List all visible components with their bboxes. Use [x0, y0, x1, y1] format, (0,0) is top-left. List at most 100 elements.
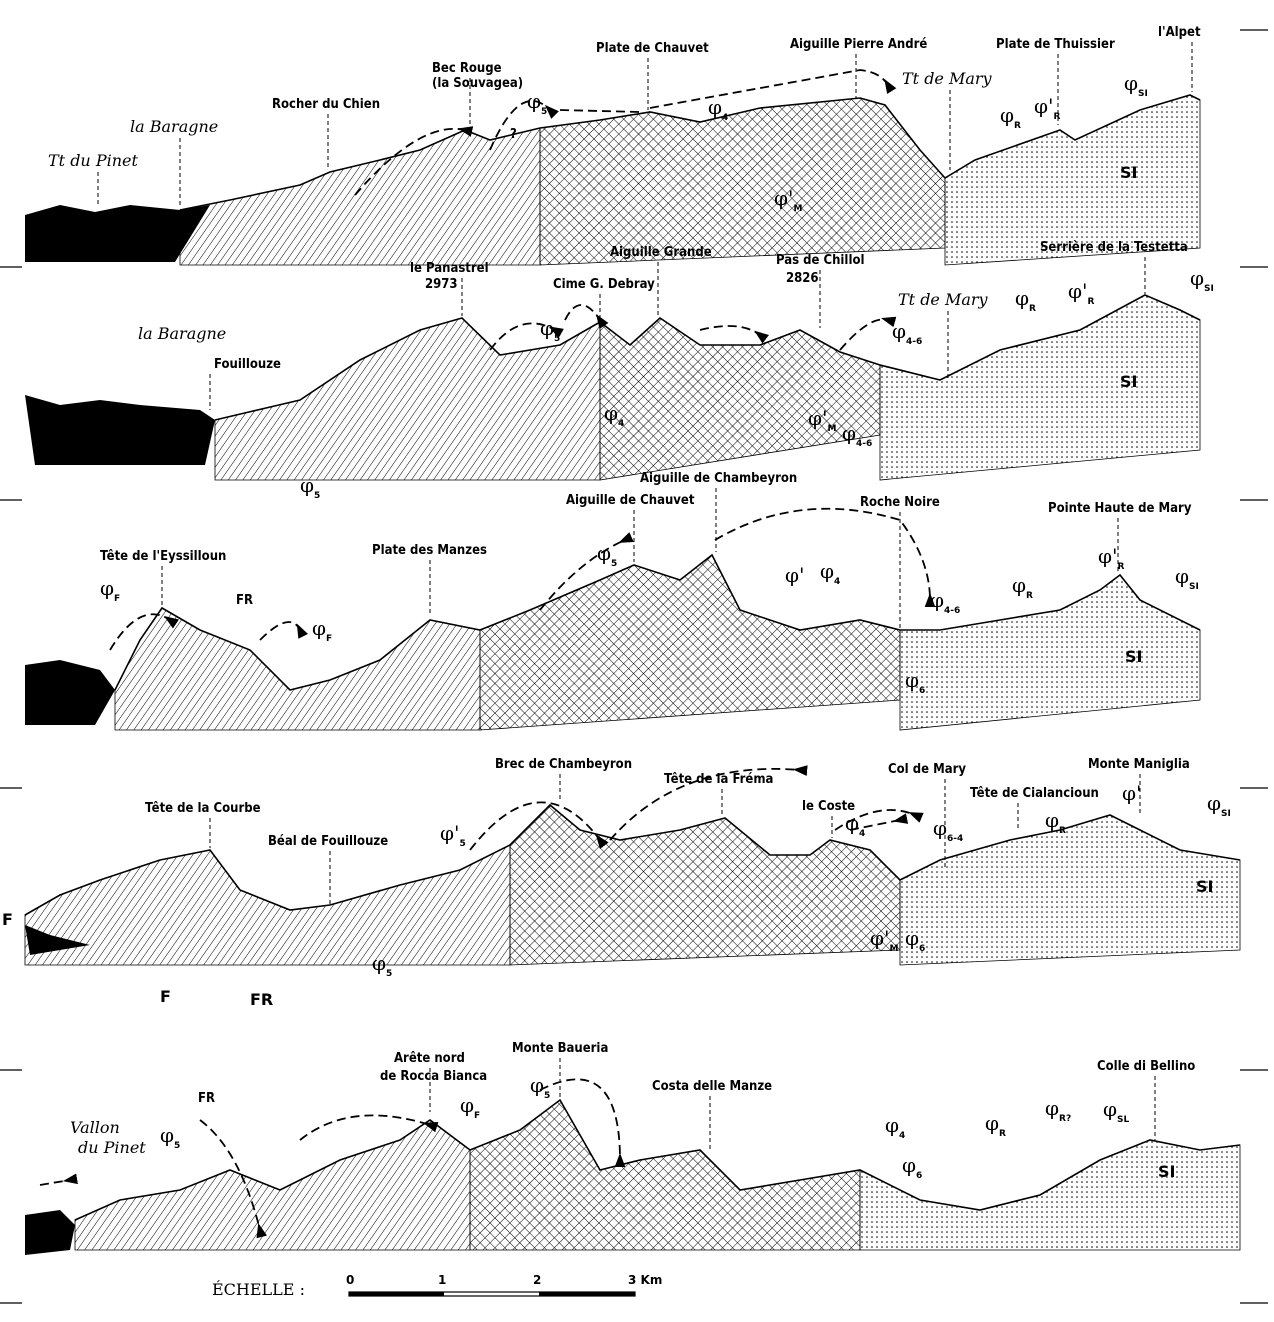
phi-subscript: 5 — [541, 107, 547, 117]
peak-label: Serrière de la Testetta — [1040, 240, 1188, 255]
phi-subscript: 6 — [916, 1171, 922, 1181]
phi-symbol: φ — [160, 1123, 174, 1147]
phi-fold-label: φ' — [1122, 781, 1142, 805]
phi-symbol: φ' — [785, 563, 805, 587]
peak-label: (la Souvagea) — [432, 76, 523, 91]
peak-label: Plate de Chauvet — [596, 41, 709, 56]
phi-symbol: φ — [902, 1153, 916, 1177]
rock-formation-cross — [539, 97, 946, 266]
fold-trace-arrow — [354, 126, 474, 196]
phi-symbol: φ' — [1122, 781, 1142, 805]
phi-fold-label: φSI — [1124, 71, 1148, 99]
phi-fold-label: φR — [1012, 573, 1033, 601]
fault-label: FR — [250, 990, 273, 1009]
phi-subscript: R — [1026, 591, 1033, 601]
phi-symbol: φ' — [1098, 544, 1118, 568]
phi-symbol: φ — [1045, 1096, 1059, 1120]
phi-symbol: φ — [842, 421, 856, 445]
peak-label: Aiguille Grande — [610, 245, 712, 260]
phi-subscript: 4 — [618, 419, 624, 429]
rock-formation-hatched — [179, 127, 541, 266]
phi-symbol: φ — [1015, 286, 1029, 310]
fold-trace-arrow — [609, 765, 808, 841]
phi-fold-label: φ5 — [160, 1123, 180, 1151]
peak-label: Rocher du Chien — [272, 97, 380, 112]
phi-symbol: φ — [930, 588, 944, 612]
phi-subscript: 6 — [919, 944, 925, 954]
phi-subscript: R — [1088, 297, 1095, 307]
rock-formation-hatched — [24, 844, 511, 966]
rock-formation-cross — [469, 1099, 861, 1251]
phi-fold-label: φ5 — [530, 1073, 550, 1101]
phi-subscript: 4-6 — [856, 439, 872, 449]
rock-formation-cross — [599, 317, 881, 481]
phi-subscript: R? — [1059, 1114, 1071, 1124]
phi-fold-label: φ'M — [774, 186, 803, 214]
phi-symbol: φ — [985, 1111, 999, 1135]
phi-subscript: M — [890, 944, 899, 954]
phi-symbol: φ — [530, 1073, 544, 1097]
phi-symbol: φ — [892, 319, 906, 343]
phi-fold-label: φSI — [1190, 266, 1214, 294]
phi-fold-label: φ6 — [902, 1153, 922, 1181]
phi-symbol: φ — [1045, 808, 1059, 832]
phi-symbol: φ — [820, 559, 834, 583]
phi-symbol: φ — [300, 473, 314, 497]
phi-subscript: R — [1029, 304, 1036, 314]
fault-label: F — [160, 987, 171, 1006]
phi-subscript: SI — [1189, 582, 1199, 592]
si-unit-label: SI — [1120, 163, 1137, 182]
peak-label: Monte Maniglia — [1088, 757, 1190, 772]
phi-fold-label: φ6 — [905, 926, 925, 954]
peak-label: Roche Noire — [860, 495, 940, 510]
scale-tick: 2 — [533, 1273, 541, 1287]
peak-label: Pointe Haute de Mary — [1048, 501, 1192, 516]
phi-fold-label: φSI — [1175, 564, 1199, 592]
phi-subscript: 6-4 — [947, 834, 963, 844]
phi-symbol: φ — [372, 951, 386, 975]
phi-fold-label: φ4 — [885, 1113, 905, 1141]
phi-fold-label: φSI — [1207, 791, 1231, 819]
phi-symbol: φ — [1012, 573, 1026, 597]
phi-subscript: 5 — [544, 1091, 550, 1101]
peak-label: Colle di Bellino — [1097, 1059, 1195, 1074]
section-panel-3: Tête de l'Eyssilloun Plate des Manzes Aigu… — [25, 471, 1201, 731]
phi-subscript: R — [1014, 121, 1021, 131]
peak-label: le Coste — [802, 799, 855, 814]
scale-tick: 1 — [438, 1273, 446, 1287]
rock-formation-dotted — [899, 574, 1201, 731]
peak-label: Bec Rouge — [432, 61, 502, 76]
fold-trace-arrow — [539, 1078, 626, 1168]
si-unit-label: SI — [1158, 1162, 1175, 1181]
phi-subscript: R — [1059, 826, 1066, 836]
phi-subscript: 5 — [611, 559, 617, 569]
scale-tick: 3 Km — [628, 1273, 662, 1287]
phi-subscript: 6 — [919, 686, 925, 696]
peak-label: l'Alpet — [1158, 25, 1201, 40]
fold-trace-arrow — [539, 532, 634, 611]
si-unit-label: SI — [1196, 877, 1213, 896]
phi-subscript: R — [1054, 112, 1061, 122]
phi-subscript: M — [794, 204, 803, 214]
terrain-profile — [24, 803, 1241, 916]
phi-symbol: φ' — [870, 926, 890, 950]
fold-trace-arrow — [469, 801, 609, 851]
peak-label: Tête de la Courbe — [145, 801, 261, 816]
phi-fold-label: φ5 — [300, 473, 320, 501]
black-rock-mass — [25, 205, 210, 262]
peak-label: Vallon — [70, 1118, 120, 1137]
peak-label: Fouillouze — [214, 357, 281, 372]
fold-trace-arrow — [849, 813, 909, 831]
rock-formation-dotted — [879, 294, 1201, 481]
peak-label: Tt de Mary — [898, 290, 989, 309]
peak-label: Béal de Fouillouze — [268, 834, 388, 849]
peak-label: Aiguille Pierre André — [790, 37, 927, 52]
phi-symbol: φ — [1103, 1097, 1117, 1121]
scale-tick: 0 — [346, 1273, 354, 1287]
fold-trace-arrow — [714, 507, 936, 608]
terrain-profile — [114, 553, 1201, 691]
peak-label: 2973 — [425, 277, 458, 292]
peak-label: Tt du Pinet — [48, 151, 138, 170]
phi-symbol: φ — [885, 1113, 899, 1137]
